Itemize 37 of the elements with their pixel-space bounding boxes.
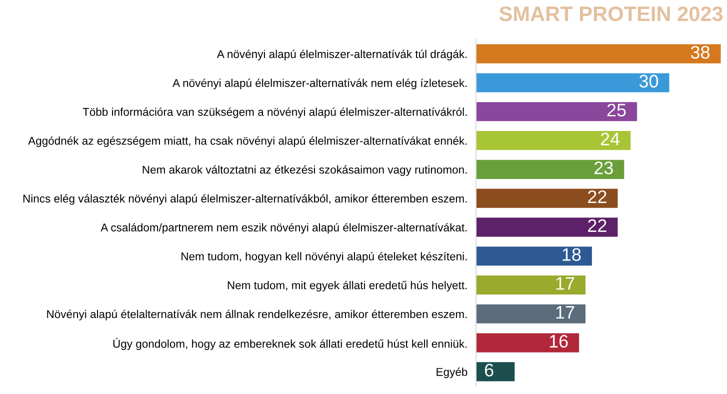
bar [476,188,618,208]
data-label: 38 [690,46,710,59]
bar [476,333,580,352]
data-label: 18 [562,248,581,261]
bar [476,246,592,266]
y-tick-label: Aggódnék az egészségem miatt, ha csak növényi alapú élelmiszer-alternatívákat ennék. [28,136,467,148]
bar [476,73,670,92]
bar [476,362,515,382]
y-tick-label: A családom/partnerem nem eszik növényi alapú élelmiszer-alternatívákat. [100,223,467,234]
data-label: 25 [607,104,626,116]
y-tick-label: Úgy gondolom, hogy az embereknek sok állati eredetű húst kell enniük. [113,338,467,350]
data-label: 17 [556,306,574,319]
y-tick-label: A növényi alapú élelmiszer-alternatívák nem elég ízletesek. [172,78,467,90]
y-tick-label: Nem akarok változtatni az étkezési szokásaimon vagy rutinomon. [142,165,467,176]
bar [476,130,631,150]
y-tick-label: Több információra van szükségem a növényi alapú élelmiszer-alternatívákról. [82,107,467,118]
bar [476,102,638,122]
bar [476,218,618,237]
data-label: 23 [594,161,613,174]
data-label: 30 [639,74,658,88]
y-tick-label: A növényi alapú élelmiszer-alternatívák túl drágák. [216,50,467,60]
y-tick-label: Nem tudom, hogyan kell növényi alapú ételeket készíteni. [182,252,467,263]
bar [476,275,586,295]
y-tick-label: Nem tudom, mit egyek állati eredetű hús helyett. [228,280,467,292]
bar [476,44,721,64]
data-label: 24 [600,132,620,146]
bar [476,304,586,324]
data-label: 22 [588,190,606,203]
data-label: 6 [485,364,494,377]
data-label: 22 [588,219,606,232]
bar [476,160,624,179]
chart-title: SMART PROTEIN 2023 [499,6,723,22]
data-label: 16 [550,334,568,348]
data-label: 17 [556,277,574,290]
y-tick-label: Növényi alapú ételalternatívák nem állnak rendelkezésre, amikor étteremben eszem. [47,310,467,320]
y-tick-label: Egyéb [436,368,468,378]
y-tick-label: Nincs elég választék növényi alapú élelmiszer-alternatívákból, amikor étteremben eszem. [23,194,467,205]
